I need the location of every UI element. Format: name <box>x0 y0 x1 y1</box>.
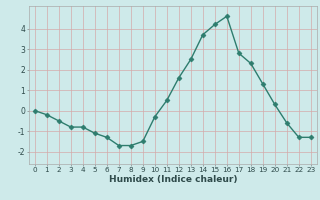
X-axis label: Humidex (Indice chaleur): Humidex (Indice chaleur) <box>108 175 237 184</box>
